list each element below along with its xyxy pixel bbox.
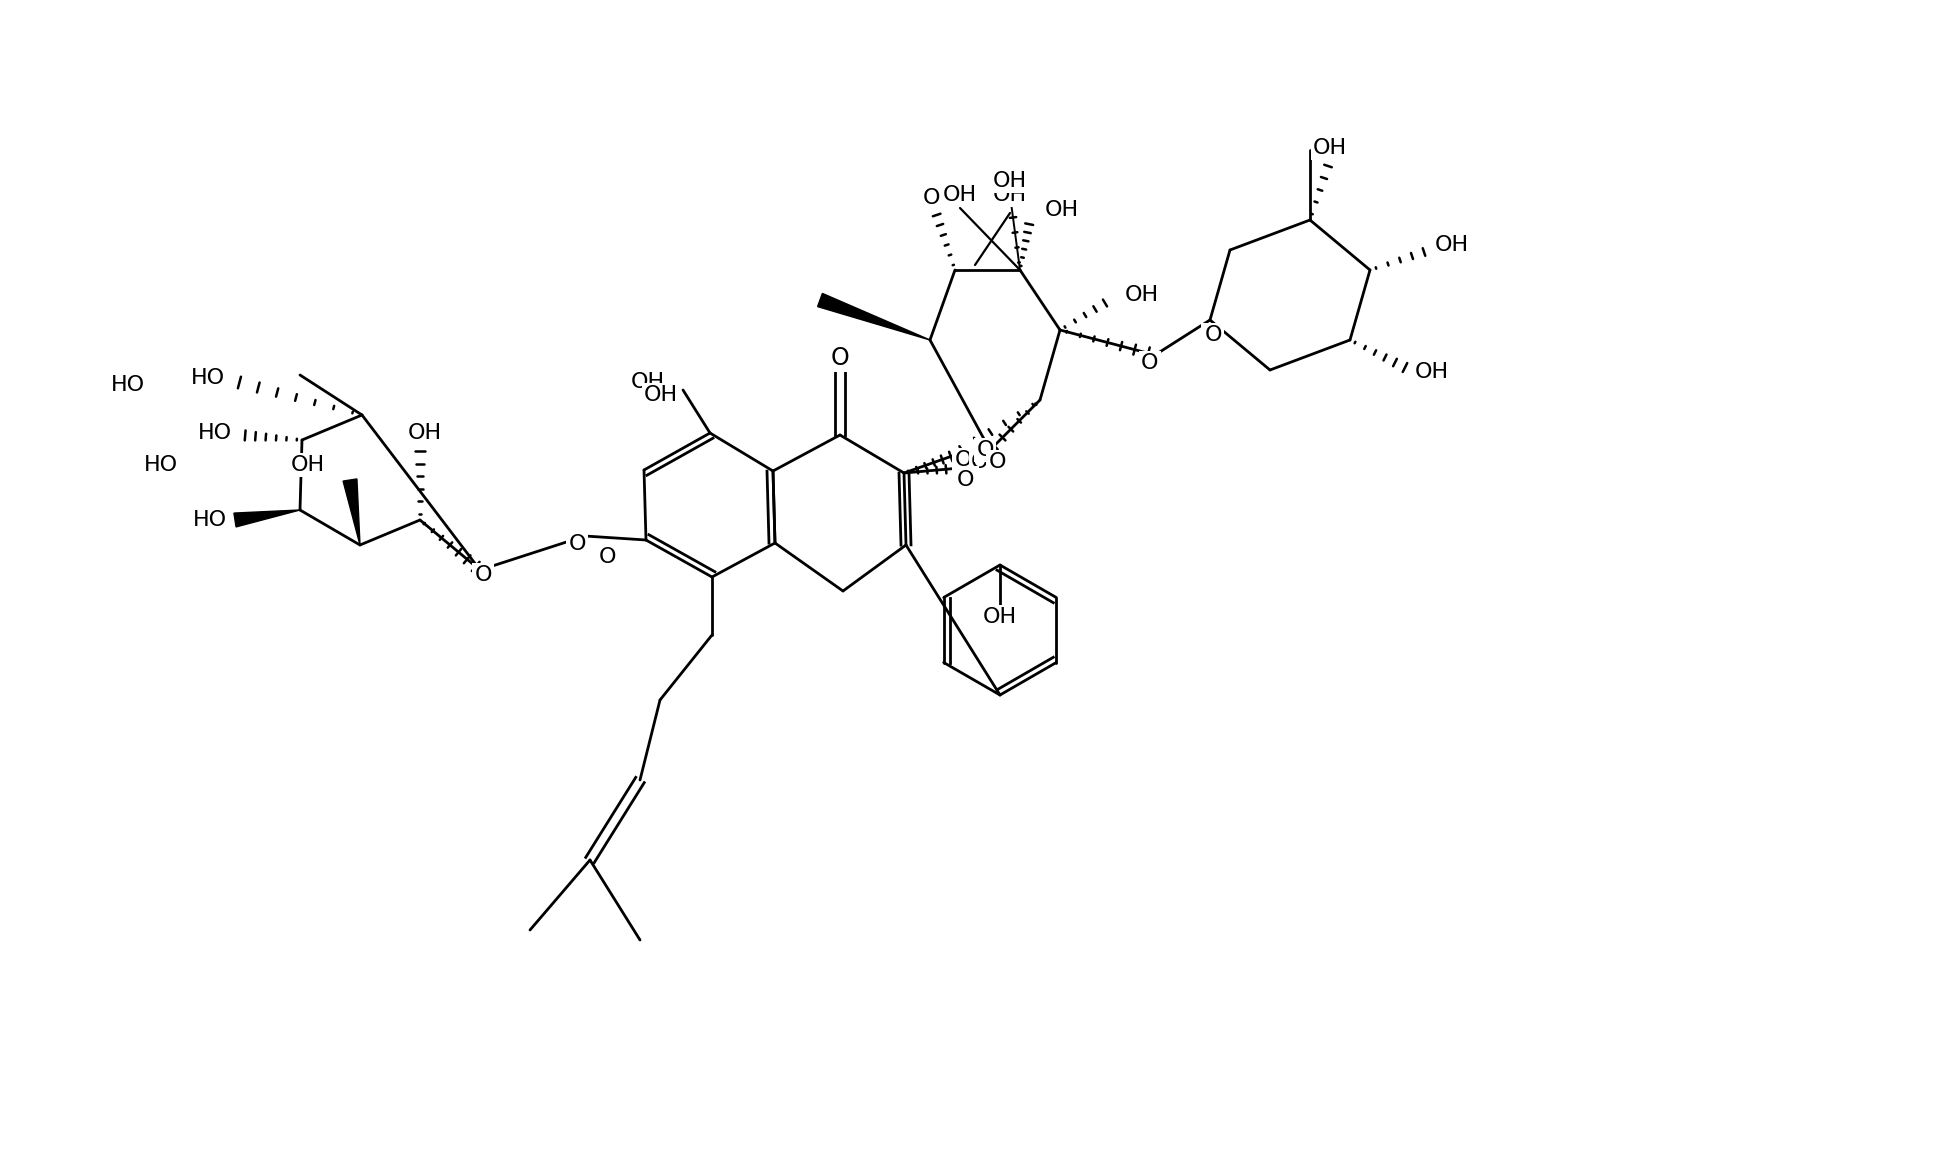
Text: O: O	[954, 450, 971, 469]
Polygon shape	[817, 294, 930, 340]
Text: OH: OH	[944, 185, 977, 205]
Text: O: O	[1203, 325, 1221, 345]
Text: OH: OH	[1435, 235, 1468, 254]
Text: O: O	[567, 535, 585, 554]
Text: OH: OH	[408, 423, 443, 443]
Text: OH: OH	[1312, 138, 1347, 158]
Text: OH: OH	[291, 456, 326, 475]
Text: O: O	[1141, 353, 1158, 373]
Text: OH: OH	[993, 171, 1028, 191]
Text: O: O	[831, 346, 850, 370]
Text: OH: OH	[1416, 363, 1449, 382]
Text: O: O	[474, 565, 491, 584]
Text: OH: OH	[632, 372, 665, 392]
Polygon shape	[234, 510, 300, 526]
Text: OH: OH	[1045, 200, 1078, 220]
Text: O: O	[599, 547, 616, 567]
Text: OH: OH	[644, 385, 679, 406]
Text: O: O	[959, 468, 977, 488]
Text: HO: HO	[191, 368, 224, 388]
Text: OH: OH	[983, 607, 1018, 627]
Text: HO: HO	[197, 423, 232, 443]
Text: HO: HO	[193, 510, 226, 530]
Text: OH: OH	[922, 188, 957, 208]
Polygon shape	[343, 479, 361, 545]
Text: O: O	[956, 469, 973, 490]
Text: OH: OH	[1125, 285, 1158, 304]
Text: O: O	[989, 452, 1006, 472]
Text: OH: OH	[993, 185, 1028, 205]
Text: O: O	[1205, 325, 1223, 345]
Text: O: O	[987, 452, 1004, 472]
Text: HO: HO	[111, 375, 144, 395]
Text: O: O	[977, 440, 995, 460]
Text: HO: HO	[144, 456, 177, 475]
Text: O: O	[971, 452, 989, 472]
